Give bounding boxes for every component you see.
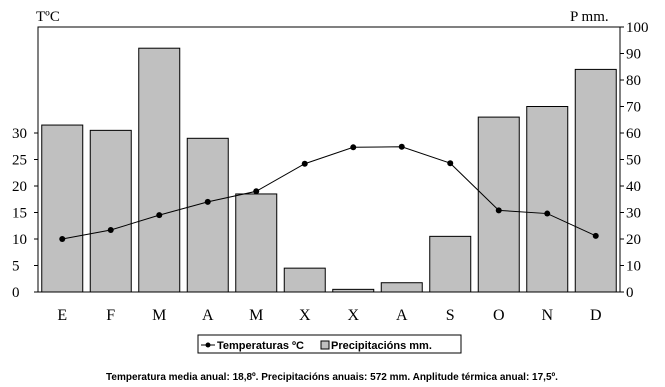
right-axis-ticks: 0 10 20 30 40 50 60 70 80 90 100 bbox=[620, 20, 649, 301]
precipitation-bar bbox=[478, 117, 519, 292]
right-tick-label: 30 bbox=[626, 206, 641, 222]
right-tick-label: 40 bbox=[626, 179, 641, 195]
legend-item-temperature: Temperaturas ºC bbox=[217, 340, 304, 352]
left-tick-label: 30 bbox=[12, 126, 27, 142]
temperature-point bbox=[156, 212, 162, 218]
temperature-point bbox=[253, 188, 259, 194]
precipitation-bars bbox=[42, 48, 617, 292]
left-axis-label: TºC bbox=[36, 9, 60, 25]
temperature-point bbox=[593, 233, 599, 239]
precipitation-bar bbox=[90, 130, 131, 292]
precipitation-bar bbox=[187, 138, 228, 292]
left-tick-label: 5 bbox=[12, 259, 20, 275]
precipitation-bar bbox=[381, 283, 422, 292]
temperature-point bbox=[399, 144, 405, 150]
precipitation-bar bbox=[236, 194, 277, 292]
x-tick-label: D bbox=[590, 307, 602, 324]
precipitation-bar bbox=[430, 236, 471, 292]
left-axis-ticks: 0 5 10 15 20 25 30 bbox=[12, 126, 38, 301]
right-tick-label: 100 bbox=[626, 20, 649, 36]
temperature-point bbox=[302, 161, 308, 167]
precipitation-bar bbox=[575, 69, 616, 292]
legend: Temperaturas ºC Precipitacións mm. bbox=[198, 335, 461, 353]
temperature-point bbox=[108, 227, 114, 233]
temperature-point bbox=[447, 160, 453, 166]
precipitation-bar bbox=[284, 268, 325, 292]
left-tick-label: 25 bbox=[12, 153, 27, 169]
x-tick-label: X bbox=[299, 307, 311, 324]
right-tick-label: 20 bbox=[626, 232, 641, 248]
left-tick-label: 20 bbox=[12, 179, 27, 195]
temperature-point bbox=[544, 211, 550, 217]
temperature-point bbox=[59, 236, 65, 242]
chart-footnote: Temperatura media anual: 18,8º. Precipit… bbox=[106, 372, 558, 383]
temperature-point bbox=[350, 144, 356, 150]
temperature-point bbox=[205, 199, 211, 205]
precipitation-bar bbox=[139, 48, 180, 292]
x-tick-label: X bbox=[347, 307, 359, 324]
x-tick-label: N bbox=[541, 307, 553, 324]
x-tick-label: A bbox=[202, 307, 214, 324]
right-tick-label: 10 bbox=[626, 259, 641, 275]
x-tick-label: M bbox=[152, 307, 166, 324]
legend-item-precipitation: Precipitacións mm. bbox=[331, 340, 432, 352]
x-tick-label: A bbox=[396, 307, 408, 324]
right-tick-label: 70 bbox=[626, 100, 641, 116]
legend-bar-swatch bbox=[321, 341, 329, 349]
right-tick-label: 50 bbox=[626, 153, 641, 169]
right-tick-label: 90 bbox=[626, 47, 641, 63]
legend-line-marker bbox=[206, 343, 211, 348]
x-tick-label: S bbox=[446, 307, 455, 324]
temperature-point bbox=[496, 207, 502, 213]
right-tick-label: 80 bbox=[626, 73, 641, 89]
right-axis-label: P mm. bbox=[570, 9, 609, 25]
x-tick-label: E bbox=[57, 307, 67, 324]
left-tick-label: 0 bbox=[12, 285, 20, 301]
x-tick-label: O bbox=[493, 307, 505, 324]
precipitation-bar bbox=[42, 125, 83, 292]
left-tick-label: 10 bbox=[12, 232, 27, 248]
right-tick-label: 0 bbox=[626, 285, 634, 301]
x-tick-label: F bbox=[106, 307, 115, 324]
precipitation-bar bbox=[527, 107, 568, 293]
right-tick-label: 60 bbox=[626, 126, 641, 142]
x-tick-label: M bbox=[249, 307, 263, 324]
left-tick-label: 15 bbox=[12, 206, 27, 222]
